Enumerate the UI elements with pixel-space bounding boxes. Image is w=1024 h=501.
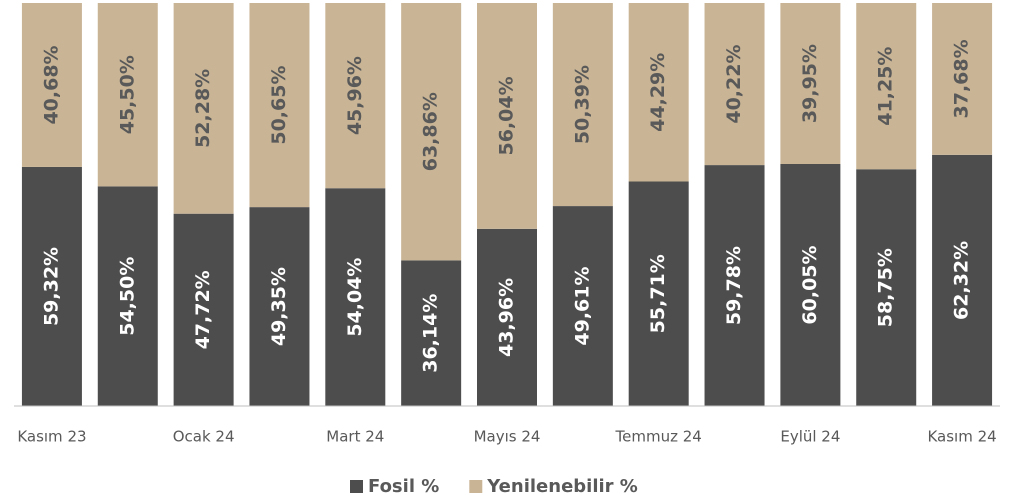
value-label: 37,68%	[951, 39, 973, 118]
x-tick-label: Ocak 24	[173, 428, 235, 446]
value-label: 39,95%	[799, 44, 821, 123]
x-tick-label: Kasım 24	[927, 428, 996, 446]
bar-segment	[552, 3, 613, 207]
bar-segment	[856, 169, 917, 406]
bar-segment	[97, 3, 158, 187]
bar-segment	[704, 3, 765, 166]
x-tick-label: Mayıs 24	[474, 428, 541, 446]
bar-segment	[780, 3, 841, 164]
value-label: 41,25%	[875, 47, 897, 126]
bar-segment	[173, 3, 234, 214]
bar-segment	[401, 3, 462, 261]
value-label: 40,68%	[40, 45, 62, 124]
value-label: 50,39%	[571, 65, 593, 144]
bar-segment	[477, 3, 537, 229]
value-label: 50,65%	[268, 65, 290, 144]
value-label: 58,75%	[875, 248, 897, 327]
x-tick-label: Eylül 24	[780, 428, 840, 446]
x-tick-label: Temmuz 24	[615, 428, 702, 446]
legend-label: Yenilenebilir %	[486, 476, 638, 497]
bar-segment	[21, 3, 82, 167]
bar-segment	[325, 188, 386, 406]
bar-segment	[552, 206, 613, 406]
value-label: 36,14%	[420, 294, 442, 373]
bar-segment	[628, 181, 689, 406]
value-label: 59,78%	[723, 246, 745, 325]
bar-segment	[932, 3, 993, 155]
bar-segment	[932, 154, 993, 406]
value-label: 40,22%	[723, 44, 745, 123]
value-label: 49,35%	[268, 267, 290, 346]
legend-swatch	[350, 480, 363, 493]
bar-segment	[704, 165, 765, 406]
value-label: 56,04%	[496, 76, 518, 155]
bar-segment	[249, 3, 310, 208]
value-label: 59,32%	[40, 247, 62, 326]
bar-segment	[628, 3, 689, 182]
value-label: 52,28%	[192, 69, 214, 148]
value-label: 63,86%	[420, 92, 442, 171]
legend-swatch	[469, 480, 483, 493]
value-label: 45,96%	[344, 56, 366, 135]
bar-segment	[477, 228, 537, 406]
x-tick-label: Mart 24	[326, 428, 384, 446]
bar-segment	[249, 207, 310, 406]
bar-segment	[97, 186, 158, 406]
value-label: 44,29%	[647, 53, 669, 132]
value-label: 43,96%	[496, 278, 518, 357]
value-label: 54,50%	[116, 257, 138, 336]
bar-segment	[173, 213, 234, 406]
legend-label: Fosil %	[368, 476, 439, 497]
bar-segment	[856, 3, 917, 170]
value-label: 45,50%	[116, 55, 138, 134]
bar-segment	[401, 260, 462, 406]
value-label: 62,32%	[951, 241, 973, 320]
bar-segment	[780, 163, 841, 406]
bar-segment	[325, 3, 386, 189]
value-label: 47,72%	[192, 270, 214, 349]
value-label: 49,61%	[571, 266, 593, 345]
value-label: 54,04%	[344, 258, 366, 337]
x-tick-label: Kasım 23	[17, 428, 86, 446]
value-label: 60,05%	[799, 245, 821, 324]
bar-segment	[21, 166, 82, 406]
value-label: 55,71%	[647, 254, 669, 333]
